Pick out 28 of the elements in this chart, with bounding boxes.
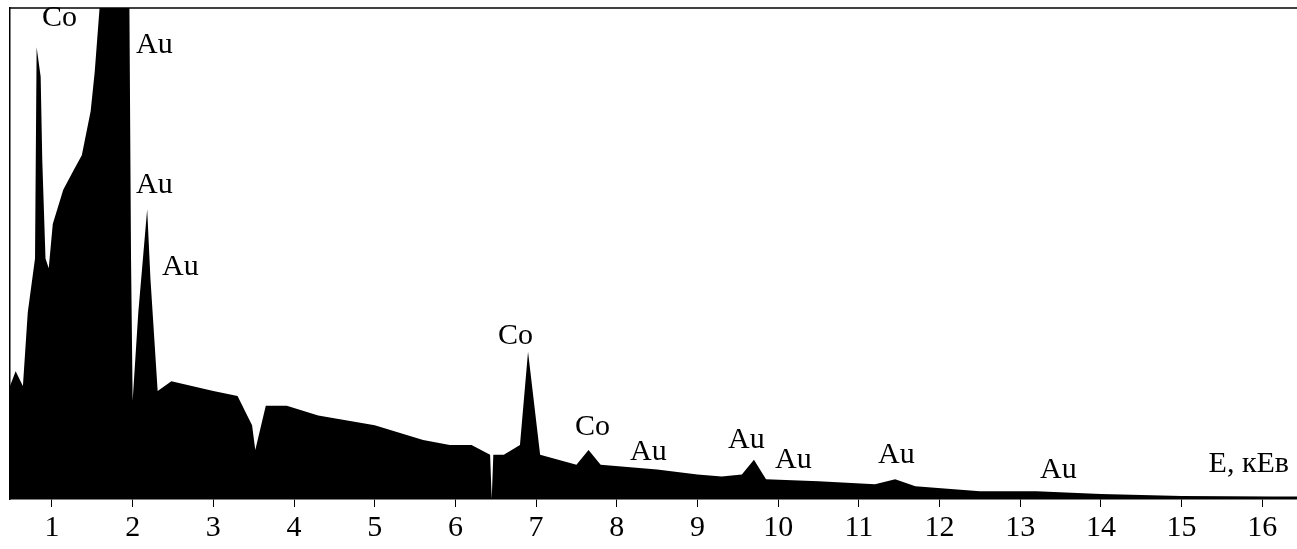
annotation: Au — [728, 420, 765, 454]
x-tick-label: 1 — [44, 508, 60, 542]
annotation: Au — [630, 432, 667, 466]
x-tick-label: 9 — [689, 508, 705, 542]
annotation: Au — [136, 165, 173, 199]
x-tick-label: 12 — [924, 508, 955, 542]
x-tick-label: 6 — [447, 508, 463, 542]
x-tick-label: 2 — [125, 508, 141, 542]
x-tick-label: 13 — [1005, 508, 1036, 542]
x-tick-label: 11 — [844, 508, 874, 542]
x-tick-label: 5 — [367, 508, 383, 542]
x-tick-label: 3 — [205, 508, 221, 542]
annotation: Au — [1040, 450, 1077, 484]
annotation: Au — [775, 440, 812, 474]
x-tick-label: 8 — [609, 508, 625, 542]
x-tick-label: 4 — [286, 508, 302, 542]
annotation: Au — [136, 25, 173, 59]
x-tick-label: 7 — [528, 508, 544, 542]
x-tick-label: 15 — [1166, 508, 1197, 542]
annotation: Co — [42, 0, 78, 32]
x-axis-title: E, кЕв — [1208, 444, 1289, 478]
x-tick-label: 10 — [763, 508, 794, 542]
annotation: Au — [162, 247, 199, 281]
annotation: Co — [498, 316, 534, 350]
annotation: Co — [575, 407, 611, 441]
annotation: Au — [878, 435, 915, 469]
x-tick-label: 14 — [1085, 508, 1116, 542]
x-tick-label: 16 — [1247, 508, 1278, 542]
